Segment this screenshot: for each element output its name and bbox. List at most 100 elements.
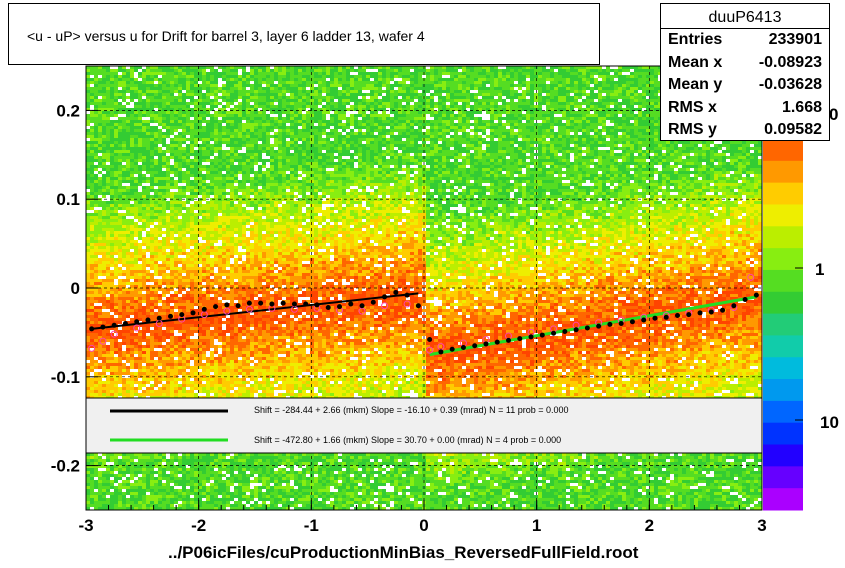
profile-point-black	[619, 321, 624, 326]
colorbar-cell	[763, 248, 803, 270]
x-axis-label: ../P06icFiles/cuProductionMinBias_Revers…	[168, 543, 638, 563]
profile-point-black	[427, 337, 432, 342]
profile-point-black	[709, 309, 714, 314]
profile-point-black	[326, 305, 331, 310]
colorbar-cell	[763, 161, 803, 183]
stats-value: 233901	[769, 31, 822, 49]
profile-point-black	[269, 301, 274, 306]
colorbar-cell	[763, 335, 803, 357]
colorbar-cell	[763, 357, 803, 379]
plot-title: <u - uP> versus u for Drift for barrel 3…	[27, 28, 425, 44]
profile-point-black	[393, 290, 398, 295]
profile-point-black	[438, 349, 443, 354]
profile-point-black	[337, 304, 342, 309]
profile-point-black	[416, 303, 421, 308]
colorbar-tick-label-partial: 0	[829, 105, 838, 124]
profile-point-black	[472, 343, 477, 348]
profile-point-black	[698, 310, 703, 315]
colorbar-cell	[763, 379, 803, 401]
profile-point-black	[483, 341, 488, 346]
stats-key: Mean x	[668, 54, 722, 72]
x-tick-label: 3	[757, 516, 766, 535]
profile-point-black	[461, 345, 466, 350]
profile-point-black	[754, 293, 759, 298]
profile-point-black	[202, 307, 207, 312]
profile-point-black	[179, 312, 184, 317]
colorbar-cell	[763, 204, 803, 226]
profile-point-black	[382, 294, 387, 299]
profile-point-black	[247, 301, 252, 306]
profile-point-black	[292, 301, 297, 306]
colorbar-tick-label: 10	[820, 413, 839, 432]
profile-point-black	[551, 331, 556, 336]
colorbar-tick-label: 1	[815, 260, 824, 279]
x-tick-label: -1	[304, 516, 319, 535]
profile-point-black	[517, 336, 522, 341]
profile-point-black	[371, 300, 376, 305]
profile-point-black	[134, 319, 139, 324]
profile-point-black	[596, 324, 601, 329]
y-tick-label: 0.2	[56, 101, 80, 120]
stats-box: duuP6413 Entries 233901 Mean x -0.08923 Me…	[660, 3, 830, 141]
profile-point-black	[495, 340, 500, 345]
profile-point-black	[303, 301, 308, 306]
colorbar-cell	[763, 270, 803, 292]
stats-key: RMS y	[668, 121, 717, 139]
profile-point-black	[664, 315, 669, 320]
profile-point-black	[348, 301, 353, 306]
profile-point-black	[191, 310, 196, 315]
profile-point-black	[529, 334, 534, 339]
colorbar-cell	[763, 488, 803, 510]
profile-point-black	[100, 325, 105, 330]
colorbar-cell	[763, 423, 803, 445]
colorbar-cell	[763, 314, 803, 336]
fit-legend-text-green: Shift = -472.80 + 1.66 (mkm) Slope = 30.…	[254, 435, 561, 445]
colorbar-cell	[763, 466, 803, 488]
profile-point-black	[720, 308, 725, 313]
x-tick-label: 1	[532, 516, 541, 535]
profile-point-black	[540, 333, 545, 338]
profile-point-black	[562, 329, 567, 334]
profile-point-black	[652, 316, 657, 321]
stats-value: -0.08923	[759, 54, 822, 72]
profile-point-black	[450, 347, 455, 352]
profile-point-black	[686, 312, 691, 317]
profile-point-black	[123, 321, 128, 326]
stats-key: Mean y	[668, 76, 722, 94]
x-tick-label: -3	[78, 516, 93, 535]
stats-value: 0.09582	[764, 121, 822, 139]
profile-point-black	[236, 303, 241, 308]
profile-point-black	[168, 314, 173, 319]
profile-point-black	[145, 317, 150, 322]
stats-divider	[661, 28, 829, 29]
y-tick-label: 0	[71, 279, 80, 298]
x-tick-label: -2	[191, 516, 206, 535]
profile-point-black	[281, 301, 286, 306]
colorbar-cell	[763, 292, 803, 314]
profile-point-black	[630, 319, 635, 324]
profile-point-black	[585, 325, 590, 330]
profile-point-black	[506, 338, 511, 343]
y-tick-label: -0.2	[51, 457, 80, 476]
profile-point-black	[258, 301, 263, 306]
profile-point-black	[314, 302, 319, 307]
stats-value: 1.668	[782, 99, 822, 117]
x-tick-label: 2	[645, 516, 654, 535]
profile-point-black	[89, 326, 94, 331]
profile-point-black	[213, 304, 218, 309]
profile-point-black	[743, 297, 748, 302]
title-box: <u - uP> versus u for Drift for barrel 3…	[8, 3, 600, 65]
stats-value: -0.03628	[759, 76, 822, 94]
profile-point-black	[112, 323, 117, 328]
profile-point-black	[574, 327, 579, 332]
stats-key: Entries	[668, 31, 722, 49]
stats-key: RMS x	[668, 99, 717, 117]
profile-point-black	[607, 322, 612, 327]
profile-point-black	[157, 316, 162, 321]
y-tick-label: 0.1	[56, 190, 80, 209]
profile-point-black	[360, 303, 365, 308]
profile-point-black	[731, 303, 736, 308]
profile-point-black	[405, 293, 410, 298]
stats-title: duuP6413	[661, 9, 829, 27]
profile-point-black	[224, 302, 229, 307]
